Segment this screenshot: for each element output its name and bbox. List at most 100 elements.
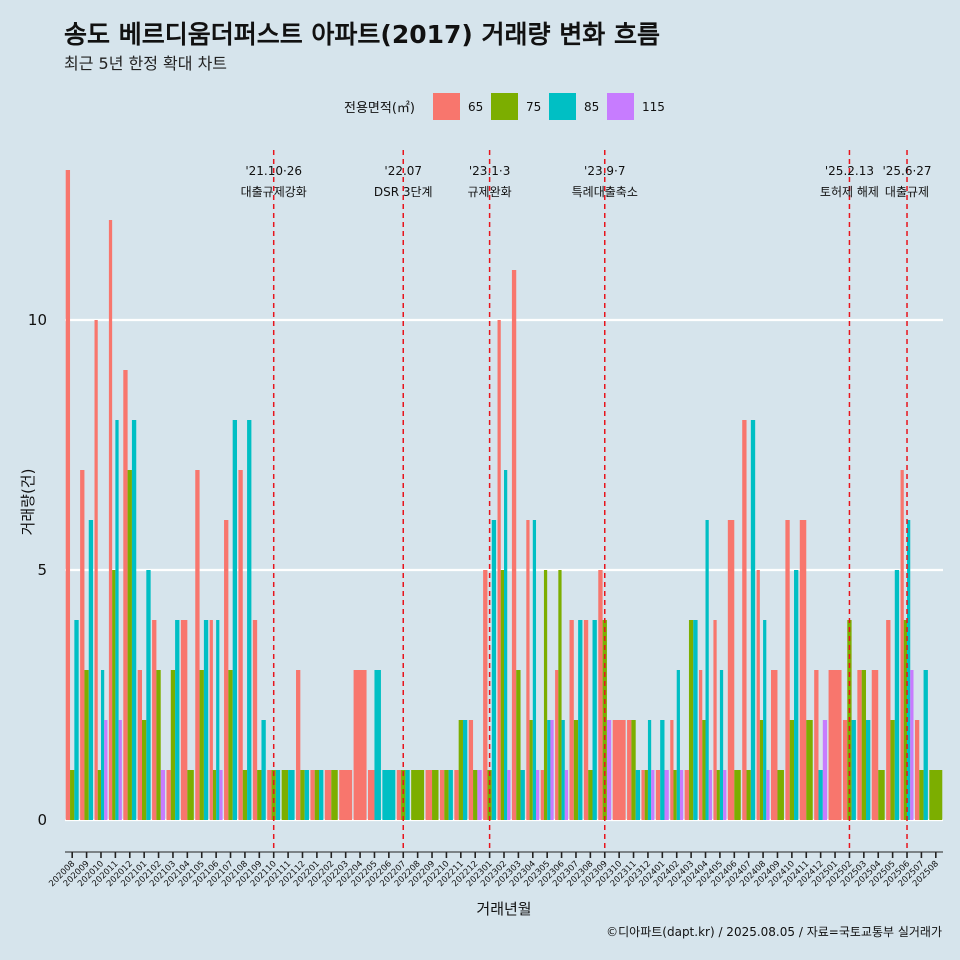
y-tick-label: 0 — [37, 811, 47, 829]
bar-202503-75 — [861, 670, 866, 820]
bar-202104-75 — [187, 770, 194, 820]
bar-202412-115 — [822, 720, 828, 820]
bar-202012-75 — [127, 470, 132, 820]
legend-key-85 — [549, 93, 576, 120]
bar-202501-65 — [828, 670, 842, 820]
bar-202304-85 — [532, 520, 537, 820]
bar-202103-75 — [170, 670, 176, 820]
bar-202012-65 — [123, 370, 128, 820]
bar-202207-75 — [401, 770, 406, 820]
bar-202101-75 — [142, 720, 147, 820]
y-axis: 0 5 10 — [28, 311, 47, 829]
bar-202404-75 — [702, 720, 706, 820]
bar-202105-85 — [203, 620, 209, 820]
bar-202409-75 — [777, 770, 784, 820]
bar-202202-75 — [331, 770, 338, 820]
event-label-202502: 토허제 해제 — [820, 185, 879, 199]
bar-202312-115 — [651, 770, 655, 820]
bar-202304-115 — [536, 770, 540, 820]
bar-202109-65 — [252, 620, 258, 820]
bar-202302-85 — [504, 470, 508, 820]
bar-202108-65 — [238, 470, 243, 820]
bar-202205-65 — [367, 770, 375, 820]
bar-202302-115 — [507, 770, 511, 820]
bar-202107-85 — [232, 420, 238, 820]
bar-202110-85 — [275, 770, 281, 820]
bar-202306-65 — [555, 670, 559, 820]
bar-202404-85 — [705, 520, 709, 820]
bar-202103-65 — [166, 770, 171, 820]
bar-202207-85 — [405, 770, 410, 820]
legend-label-115: 115 — [642, 100, 665, 114]
bar-202008-65 — [65, 170, 71, 820]
bar-202408-75 — [759, 720, 764, 820]
bar-202102-115 — [160, 770, 166, 820]
bar-202312-65 — [641, 770, 645, 820]
x-axis-title: 거래년월 — [476, 900, 531, 918]
legend-label-85: 85 — [584, 100, 599, 114]
bar-202308-85 — [592, 620, 597, 820]
bar-202009-65 — [80, 470, 85, 820]
bar-202403-75 — [688, 620, 694, 820]
bar-202412-65 — [814, 670, 819, 820]
event-label-202506: 대출규제 — [885, 185, 929, 199]
bar-202301-75 — [487, 770, 492, 820]
bar-202201-85 — [319, 770, 324, 820]
bar-202503-65 — [857, 670, 862, 820]
event-label-202110: 대출규제강화 — [241, 185, 307, 199]
event-date-202309: '23.9·7 — [584, 164, 625, 178]
chart-title: 송도 베르디움더퍼스트 아파트(2017) 거래량 변화 흐름 — [64, 20, 660, 49]
legend: 전용면적(㎡) 65 75 85 115 — [344, 93, 665, 120]
bar-202406-75 — [734, 770, 741, 820]
bar-202306-115 — [564, 770, 569, 820]
bar-202010-115 — [104, 720, 108, 820]
event-date-202506: '25.6·27 — [882, 164, 931, 178]
bar-202106-65 — [209, 620, 213, 820]
bar-202401-115 — [664, 770, 669, 820]
bar-202305-75 — [543, 570, 548, 820]
bar-202012-85 — [131, 420, 137, 820]
bar-202505-75 — [890, 720, 895, 820]
bar-202110-75 — [271, 770, 276, 820]
bar-202312-75 — [644, 770, 648, 820]
bar-202207-65 — [396, 770, 402, 820]
bar-202504-75 — [878, 770, 885, 820]
bar-202508-75 — [929, 770, 943, 820]
bar-202402-85 — [676, 670, 680, 820]
bar-202108-85 — [247, 420, 252, 820]
bar-202201-75 — [314, 770, 320, 820]
bar-202410-75 — [789, 720, 795, 820]
bar-202506-85 — [907, 520, 911, 820]
y-tick-label: 10 — [28, 311, 47, 329]
bar-202305-85 — [547, 720, 551, 820]
bar-202305-65 — [540, 770, 544, 820]
event-markers: '21.10·26 대출규제강화 '22.07 DSR 3단계 '23.1·3 규제완화 '… — [241, 150, 932, 850]
bar-202402-75 — [673, 770, 677, 820]
bar-202008-85 — [74, 620, 79, 820]
bar-202310-65 — [612, 720, 626, 820]
bar-202209-75 — [432, 770, 439, 820]
bar-202403-65 — [684, 770, 689, 820]
legend-key-75 — [491, 93, 518, 120]
bar-202111-85 — [288, 770, 295, 820]
event-date-202110: '21.10·26 — [245, 164, 302, 178]
bar-202107-75 — [228, 670, 233, 820]
bar-202009-85 — [88, 520, 94, 820]
legend-label-75: 75 — [526, 100, 541, 114]
bar-202304-65 — [526, 520, 530, 820]
bar-202308-65 — [583, 620, 589, 820]
bar-202409-65 — [770, 670, 778, 820]
x-axis: 2020082020092020102020112020122021012021… — [47, 851, 943, 889]
bar-202108-75 — [242, 770, 248, 820]
bar-202102-75 — [156, 670, 161, 820]
bar-202211-85 — [462, 720, 468, 820]
bar-202307-85 — [578, 620, 583, 820]
bar-202408-115 — [766, 770, 770, 820]
bar-202307-65 — [569, 620, 574, 820]
bar-202303-75 — [516, 670, 521, 820]
bar-202211-65 — [454, 770, 459, 820]
bar-202011-65 — [108, 220, 113, 820]
bar-202402-65 — [670, 720, 674, 820]
bar-202405-65 — [713, 620, 717, 820]
